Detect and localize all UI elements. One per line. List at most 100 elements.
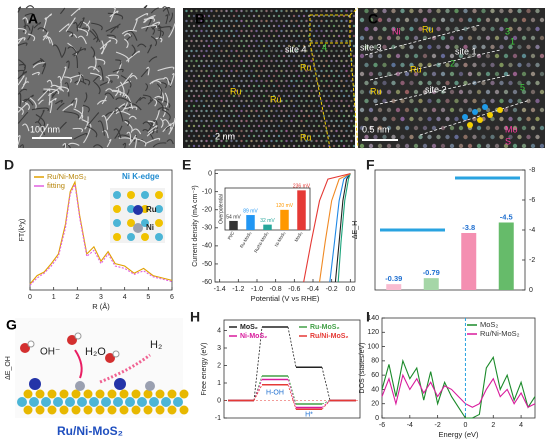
s-atom [143,405,153,415]
atom [409,8,414,14]
atom [481,80,486,86]
data-line [381,373,536,409]
atom [449,35,455,41]
atom [386,125,392,131]
atom [300,49,303,53]
nanosheet [123,106,138,111]
atom [526,26,531,32]
atom [317,144,321,148]
atom [539,53,545,59]
atom [330,69,333,73]
nanosheet [128,115,137,120]
atom [352,54,356,58]
atom [312,74,316,78]
atom [277,144,281,148]
atom [187,54,191,58]
nanosheet [153,120,158,134]
atom [210,99,213,103]
nanosheet [135,96,142,104]
atom [322,44,326,48]
atom [297,94,301,98]
atom [467,89,473,95]
atom [195,29,198,33]
atom [335,139,338,143]
atom [262,124,266,128]
nanosheet [168,12,174,23]
atom [265,59,268,63]
atom [205,59,208,63]
s-atom [83,405,93,415]
nanosheet [169,73,175,87]
energy-connector [253,326,263,401]
atom [350,79,353,83]
atom [205,19,208,23]
atom [359,107,365,113]
atom [345,9,348,13]
atom [252,14,256,18]
atom [317,74,321,78]
atom [539,107,545,113]
atom [297,74,301,78]
atom [217,144,221,148]
atom [335,19,338,23]
atom [260,19,263,23]
atom [310,19,313,23]
atom [499,134,504,140]
atom [275,59,278,63]
atom [212,64,216,68]
atom [282,144,286,148]
atom [217,54,221,58]
atom [272,134,276,138]
atom [230,59,233,63]
atom [454,80,459,86]
atom [287,94,291,98]
o-atom [67,335,77,345]
atom [290,109,293,113]
atom [265,139,268,143]
scale-text: 100 nm [30,124,60,134]
nanosheet [139,96,147,101]
atom [332,114,336,118]
nanosheet [42,31,49,41]
atom [373,62,378,68]
arrow [74,349,83,379]
atom [404,125,410,131]
atom [210,129,213,133]
atom [212,14,216,18]
atom [235,69,238,73]
y-tick-label: -50 [202,261,212,268]
s-atom [23,405,33,415]
atom [260,139,263,143]
atom [215,119,218,123]
atom [192,104,196,108]
atom [368,143,374,149]
atom [222,64,226,68]
nanosheet [25,5,35,9]
nanosheet [121,29,137,35]
atom [327,14,331,18]
atom [280,99,283,103]
inset-atom [127,205,135,213]
atom [217,114,221,118]
atom [436,44,441,50]
atom [190,59,193,63]
atom [275,39,278,43]
x-tick-label: 1 [52,294,56,301]
atom [250,39,253,43]
atom [185,109,188,113]
atom [220,139,223,143]
atom [215,49,218,53]
nanosheet [73,21,79,32]
atom [260,39,263,43]
atom [277,34,281,38]
atom [232,54,236,58]
atom [202,124,206,128]
atom [400,62,405,68]
atom [200,129,203,133]
atom [345,19,348,23]
atom [250,139,253,143]
atom [526,80,531,86]
atom [285,99,288,103]
nanosheet [78,74,85,82]
inset-atom [155,191,163,199]
